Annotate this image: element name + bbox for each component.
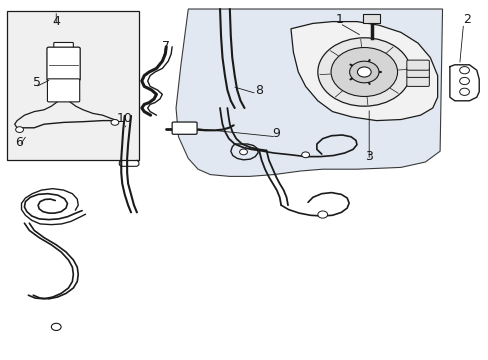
Text: 3: 3	[365, 150, 372, 163]
FancyBboxPatch shape	[362, 14, 380, 23]
Text: 9: 9	[272, 127, 280, 140]
Text: 7: 7	[162, 40, 170, 53]
Text: 6: 6	[15, 136, 22, 149]
FancyBboxPatch shape	[172, 122, 197, 134]
Circle shape	[301, 152, 309, 158]
Circle shape	[317, 38, 410, 106]
Bar	[7, 11, 139, 160]
Circle shape	[459, 77, 468, 85]
Circle shape	[459, 67, 468, 74]
FancyBboxPatch shape	[406, 60, 428, 70]
Text: 5: 5	[33, 76, 41, 89]
Circle shape	[459, 88, 468, 95]
Circle shape	[16, 127, 23, 132]
Text: 8: 8	[255, 84, 263, 96]
Text: 1: 1	[335, 13, 343, 26]
FancyBboxPatch shape	[54, 42, 73, 51]
Circle shape	[330, 48, 397, 96]
Circle shape	[111, 120, 119, 125]
Text: 10: 10	[117, 112, 132, 125]
Text: 2: 2	[462, 13, 470, 26]
Circle shape	[317, 211, 327, 218]
Polygon shape	[176, 9, 442, 176]
FancyBboxPatch shape	[406, 67, 428, 77]
FancyBboxPatch shape	[47, 47, 80, 81]
Circle shape	[357, 67, 370, 77]
Text: 4: 4	[52, 15, 60, 28]
Circle shape	[349, 61, 378, 83]
Polygon shape	[290, 22, 437, 121]
Circle shape	[51, 323, 61, 330]
FancyBboxPatch shape	[47, 79, 80, 102]
FancyBboxPatch shape	[406, 76, 428, 86]
Circle shape	[239, 149, 247, 155]
